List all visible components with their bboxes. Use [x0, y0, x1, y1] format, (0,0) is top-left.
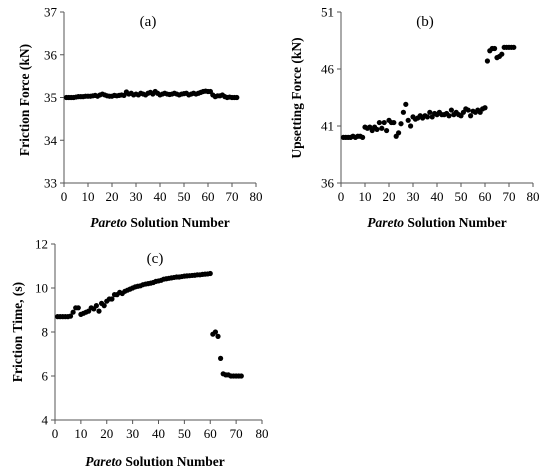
- x-axis-title: Pareto Solution Number: [367, 215, 507, 230]
- data-point: [484, 58, 490, 64]
- data-point: [218, 355, 224, 361]
- x-axis-title-italic: Pareto: [90, 215, 127, 230]
- data-point: [448, 107, 454, 113]
- data-point: [405, 117, 411, 123]
- data-point: [109, 296, 115, 302]
- data-point: [408, 123, 414, 129]
- data-point: [391, 119, 397, 126]
- x-axis-title-italic: Pareto: [85, 454, 122, 469]
- y-axis-title: Upsetting Force (kN): [289, 37, 304, 158]
- y-tick-label: 36: [44, 47, 58, 62]
- x-tick-label: 40: [154, 189, 167, 204]
- y-tick-label: 8: [42, 325, 49, 340]
- x-axis-title-italic: Pareto: [367, 215, 404, 230]
- data-point: [384, 127, 390, 134]
- data-point: [374, 126, 380, 133]
- x-tick-label: 70: [226, 189, 239, 204]
- data-point: [511, 44, 517, 50]
- x-tick-label: 20: [100, 426, 113, 441]
- data-point: [396, 130, 402, 136]
- y-tick-label: 46: [321, 62, 335, 77]
- x-tick-label: 50: [178, 426, 191, 441]
- y-tick-label: 6: [42, 369, 49, 384]
- x-tick-label: 80: [527, 189, 540, 204]
- data-point: [207, 270, 213, 277]
- y-tick-label: 37: [44, 5, 58, 20]
- x-axis-title: Pareto Solution Number: [90, 215, 230, 230]
- data-point: [93, 303, 99, 309]
- data-point: [376, 119, 382, 126]
- y-tick-label: 4: [42, 413, 49, 428]
- x-tick-label: 40: [431, 189, 444, 204]
- x-tick-label: 50: [455, 189, 468, 204]
- data-point: [75, 305, 81, 311]
- data-point: [492, 45, 498, 52]
- panel-label: (c): [147, 251, 164, 267]
- x-tick-label: 10: [82, 189, 95, 204]
- x-tick-label: 10: [74, 426, 87, 441]
- y-axis-title: Friction Time, (s): [10, 282, 25, 382]
- x-axis-title-rest: Solution Number: [404, 215, 507, 230]
- data-point: [67, 313, 74, 319]
- x-tick-label: 50: [178, 189, 191, 204]
- data-point: [499, 51, 505, 57]
- x-tick-label: 60: [479, 189, 492, 204]
- y-axis-title: Friction Force (kN): [17, 44, 32, 156]
- data-point: [424, 114, 430, 120]
- y-tick-label: 36: [321, 176, 335, 191]
- data-point: [381, 119, 387, 126]
- x-axis-title: Pareto Solution Number: [85, 454, 225, 469]
- data-point: [400, 109, 406, 115]
- data-point: [70, 309, 76, 315]
- x-tick-label: 20: [383, 189, 396, 204]
- y-tick-label: 35: [44, 90, 57, 105]
- x-tick-label: 80: [256, 426, 269, 441]
- panel-label: (a): [140, 14, 157, 30]
- y-tick-label: 51: [321, 5, 334, 20]
- panel-label: (b): [416, 14, 434, 30]
- y-tick-label: 34: [44, 133, 58, 148]
- x-tick-label: 30: [407, 189, 420, 204]
- x-tick-label: 10: [359, 189, 372, 204]
- y-tick-label: 12: [35, 237, 48, 252]
- x-tick-label: 60: [204, 426, 217, 441]
- x-axis-title-rest: Solution Number: [127, 215, 230, 230]
- data-point: [101, 303, 107, 309]
- data-point: [96, 308, 102, 314]
- y-tick-label: 33: [44, 176, 57, 191]
- x-tick-label: 60: [202, 189, 215, 204]
- data-point: [238, 373, 244, 379]
- data-point: [446, 113, 452, 119]
- data-point: [215, 333, 221, 339]
- panel-c-friction-time-chart: (c) Friction Time, (s) Pareto Solution N…: [10, 237, 269, 470]
- x-tick-label: 80: [250, 189, 263, 204]
- x-tick-label: 0: [338, 189, 345, 204]
- data-point: [482, 105, 488, 111]
- x-axis-title-rest: Solution Number: [122, 454, 225, 469]
- x-tick-label: 70: [503, 189, 516, 204]
- x-tick-label: 30: [126, 426, 139, 441]
- data-point: [212, 329, 219, 335]
- data-point: [427, 109, 433, 115]
- y-tick-label: 41: [321, 119, 334, 134]
- x-tick-label: 0: [61, 189, 68, 204]
- data-point: [465, 107, 471, 113]
- x-tick-label: 70: [230, 426, 243, 441]
- data-point: [360, 134, 366, 140]
- data-point: [468, 113, 474, 119]
- x-tick-label: 0: [52, 426, 59, 441]
- data-point: [234, 94, 240, 101]
- data-point: [398, 121, 404, 127]
- x-tick-label: 40: [152, 426, 165, 441]
- y-tick-label: 10: [35, 281, 48, 296]
- panel-b-upsetting-force-chart: (b) Upsetting Force (kN) Pareto Solution…: [289, 5, 540, 231]
- x-tick-label: 30: [130, 189, 143, 204]
- data-point: [403, 101, 409, 107]
- panel-a-friction-force-chart: (a) Friction Force (kN) Pareto Solution …: [17, 5, 263, 231]
- data-point: [379, 125, 385, 131]
- x-tick-label: 20: [106, 189, 119, 204]
